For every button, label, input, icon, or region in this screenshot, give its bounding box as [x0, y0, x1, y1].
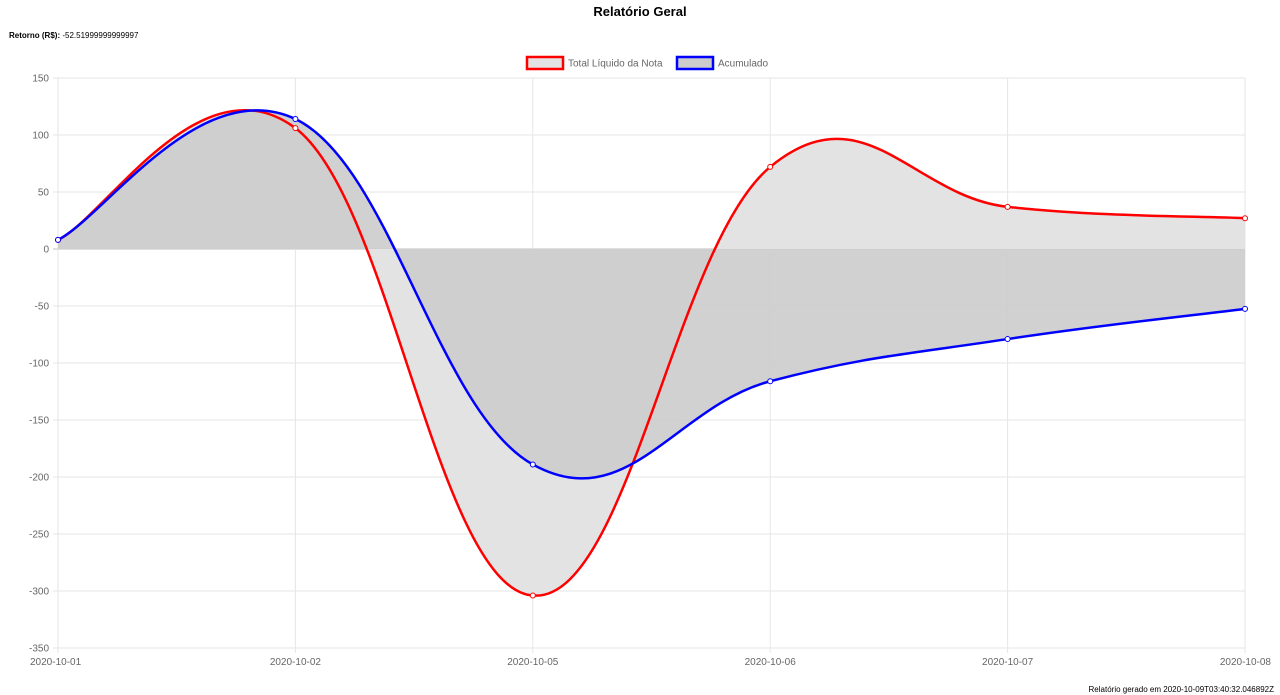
- data-point: [55, 236, 61, 243]
- y-tick-label: -200: [29, 473, 49, 484]
- report-footer: Relatório gerado em 2020-10-09T03:40:32.…: [1088, 685, 1274, 694]
- legend-label-0: Total Líquido da Nota: [568, 59, 663, 70]
- series-fill-1: [58, 110, 1245, 479]
- y-tick-label: 100: [32, 131, 49, 142]
- retorno-line: Retorno (R$): -52.51999999999997: [9, 31, 138, 40]
- data-point: [529, 592, 536, 599]
- data-point: [767, 163, 774, 170]
- data-point: [1004, 203, 1011, 210]
- data-point: [1242, 305, 1248, 312]
- y-tick-label: -150: [29, 416, 49, 427]
- x-tick-label: 2020-10-08: [1220, 657, 1272, 668]
- x-tick-label: 2020-10-06: [745, 657, 797, 668]
- data-point: [1242, 215, 1248, 222]
- page-title: Relatório Geral: [593, 4, 687, 19]
- x-tick-label: 2020-10-05: [507, 657, 559, 668]
- series-fills: [58, 110, 1245, 596]
- data-point: [767, 378, 774, 385]
- data-point: [292, 116, 299, 123]
- data-point: [292, 125, 299, 132]
- data-point: [529, 461, 536, 468]
- y-tick-label: -350: [29, 644, 49, 655]
- y-axis-ticks: 150 100 50 0 -50 -100 -150 -200 -250 -300 -350: [29, 74, 49, 655]
- legend-swatch-1: [675, 55, 715, 71]
- y-tick-label: -300: [29, 587, 49, 598]
- chart-legend: Total Líquido da Nota Acumulado: [525, 55, 768, 71]
- series-points: [55, 116, 1248, 599]
- retorno-label: Retorno (R$):: [9, 31, 61, 40]
- x-tick-label: 2020-10-02: [270, 657, 322, 668]
- y-tick-label: 50: [38, 188, 50, 199]
- retorno-value: -52.51999999999997: [62, 31, 139, 40]
- y-tick-label: 150: [32, 74, 49, 85]
- legend-swatch-0: [525, 55, 565, 71]
- y-tick-label: 0: [43, 245, 49, 256]
- data-point: [1004, 336, 1011, 343]
- y-tick-label: -100: [29, 359, 49, 370]
- legend-label-1: Acumulado: [718, 59, 768, 70]
- x-axis-ticks: 2020-10-01 2020-10-02 2020-10-05 2020-10-06…: [30, 657, 1271, 668]
- x-tick-label: 2020-10-01: [30, 657, 82, 668]
- x-tick-label: 2020-10-07: [982, 657, 1034, 668]
- y-tick-label: -50: [35, 302, 50, 313]
- y-tick-label: -250: [29, 530, 49, 541]
